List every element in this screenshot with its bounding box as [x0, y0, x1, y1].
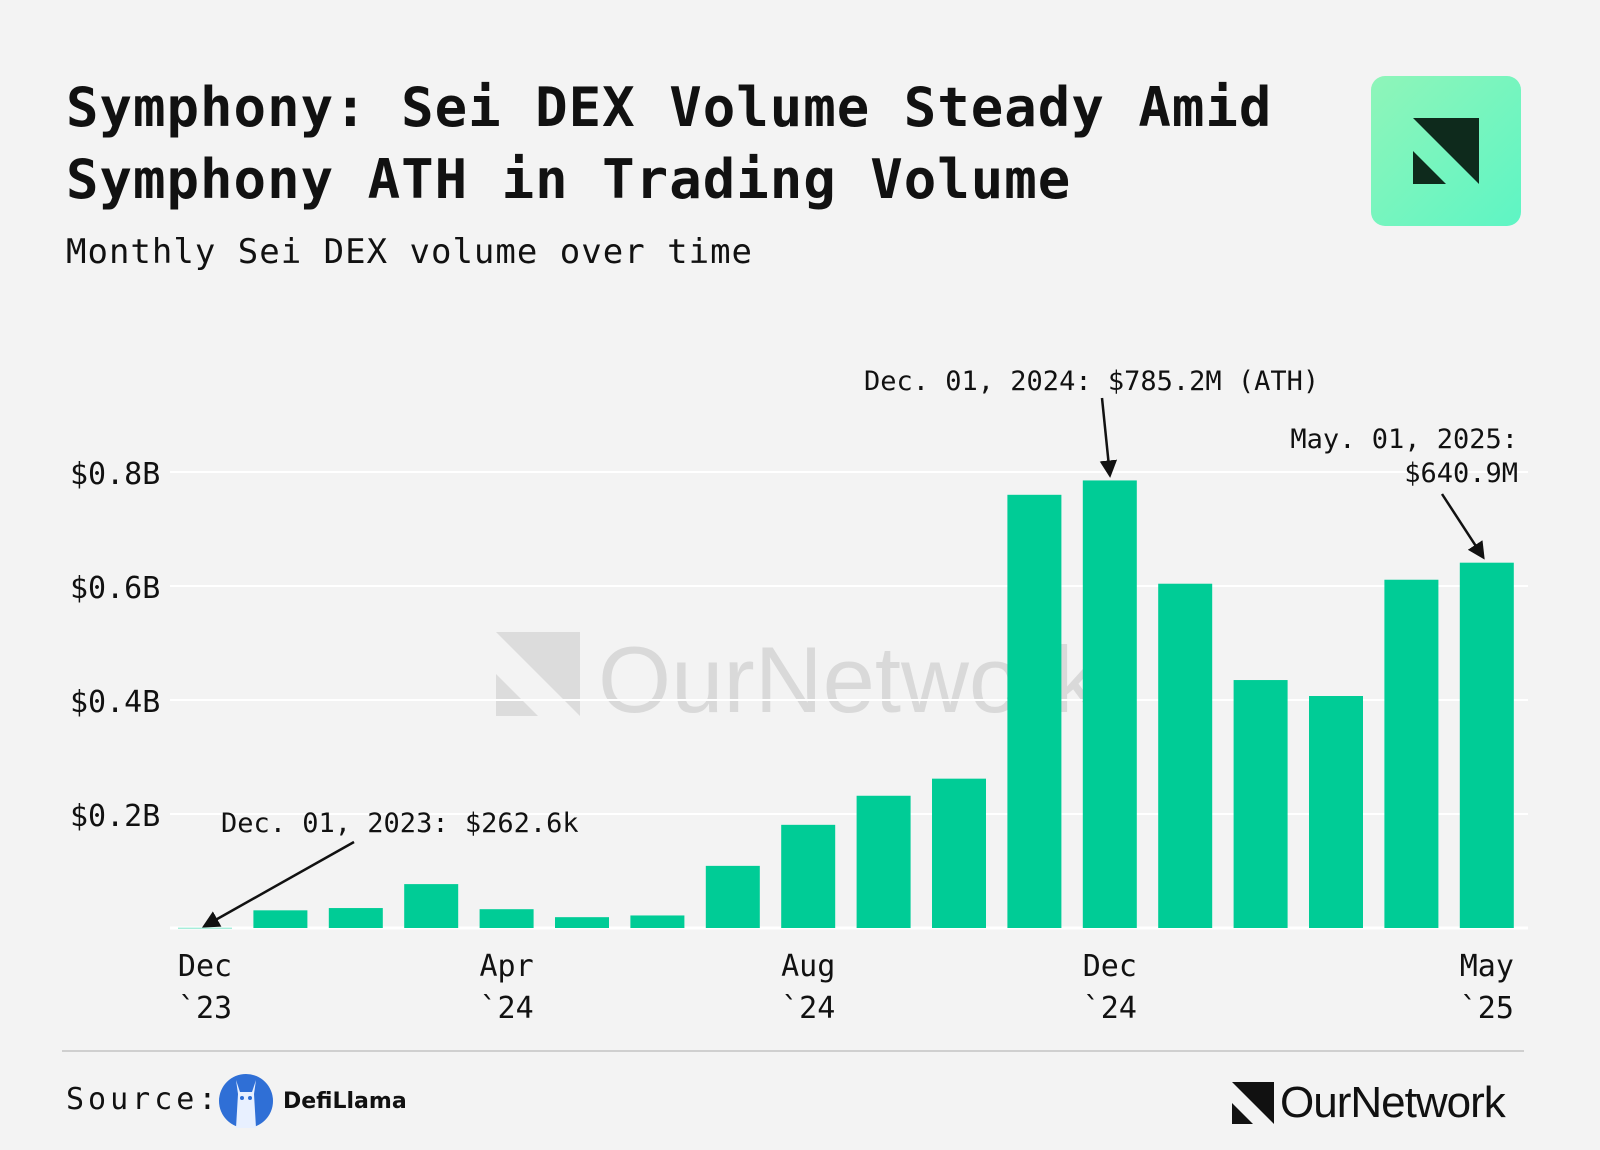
chart-title: Symphony: Sei DEX Volume Steady Amid Sym… — [66, 76, 1273, 211]
annotation-arrow — [201, 840, 355, 928]
bar — [1007, 494, 1062, 928]
x-tick-year: `24 — [781, 991, 835, 1026]
y-tick-label: $0.6B — [70, 571, 160, 606]
source-name: DefiLlama — [283, 1089, 407, 1114]
bar — [1384, 579, 1439, 928]
y-tick-label: $0.2B — [70, 799, 160, 834]
bar — [932, 778, 986, 928]
annotation-text: May. 01, 2025: — [1290, 424, 1518, 455]
annotation-text: Dec. 01, 2023: $262.6k — [221, 808, 579, 839]
bar — [781, 824, 836, 928]
bar — [178, 927, 232, 929]
x-tick-year: `25 — [1460, 991, 1514, 1026]
bar — [856, 795, 911, 928]
ournetwork-mark-icon — [1413, 118, 1479, 184]
defillama-logo-icon — [219, 1074, 273, 1128]
annotation-arrow — [1440, 493, 1485, 560]
bar — [555, 917, 609, 928]
bar — [705, 865, 760, 928]
x-tick-label: Dec — [178, 949, 232, 984]
ournetwork-brand-icon — [1232, 1082, 1274, 1124]
ournetwork-logo-tile — [1371, 76, 1521, 226]
bar — [404, 884, 459, 928]
annotation-text: Dec. 01, 2024: $785.2M (ATH) — [864, 366, 1319, 397]
footer-divider — [62, 1050, 1524, 1052]
x-tick-year: `23 — [178, 991, 232, 1026]
x-tick-year: `24 — [480, 991, 534, 1026]
bar — [1459, 562, 1514, 928]
bar — [1158, 583, 1213, 928]
y-tick-label: $0.8B — [70, 457, 160, 492]
annotation-arrow — [1099, 397, 1118, 478]
bar — [253, 910, 308, 928]
annotation-text: $640.9M — [1404, 458, 1518, 489]
bar — [1309, 696, 1363, 928]
bar — [479, 909, 534, 928]
x-tick-year: `24 — [1083, 991, 1137, 1026]
x-tick-label: Dec — [1083, 949, 1137, 984]
bar — [328, 908, 383, 928]
x-tick-label: May — [1460, 949, 1514, 984]
bar — [1082, 480, 1137, 928]
bar — [1233, 680, 1288, 928]
brand-name: OurNetwork — [1280, 1078, 1506, 1127]
x-tick-label: Apr — [480, 949, 534, 984]
chart-subtitle: Monthly Sei DEX volume over time — [66, 232, 754, 272]
y-tick-label: $0.4B — [70, 685, 160, 720]
x-tick-label: Aug — [781, 949, 835, 984]
source-label: Source: — [66, 1082, 221, 1117]
bar — [630, 915, 685, 928]
